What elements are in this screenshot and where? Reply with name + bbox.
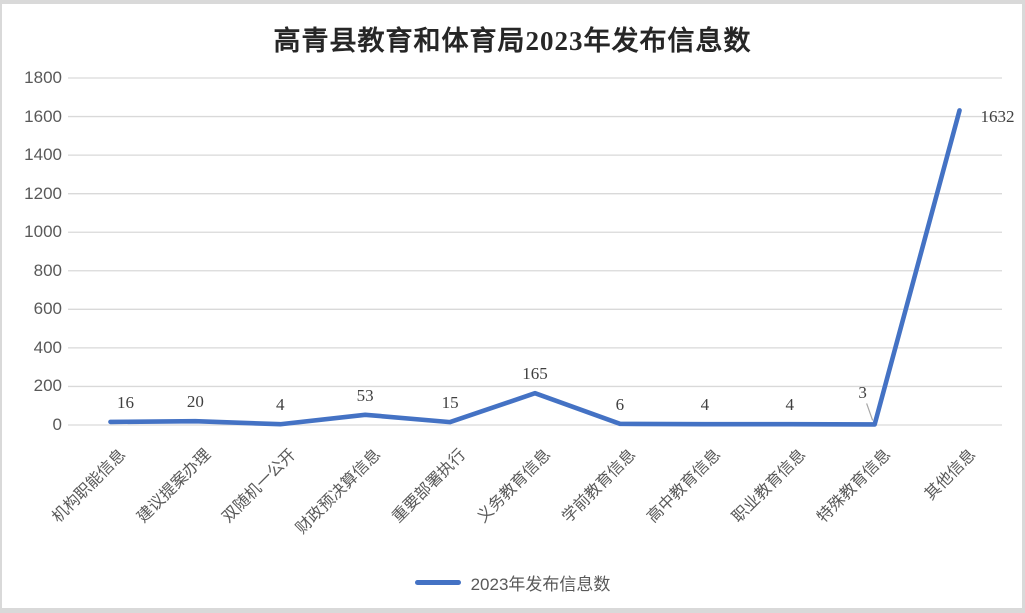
y-axis-tick-label: 400 <box>33 337 62 357</box>
legend-line-marker <box>414 579 461 585</box>
y-axis-tick-label: 1200 <box>24 183 62 203</box>
y-axis-tick-label: 1600 <box>24 106 62 126</box>
data-point-label: 16 <box>116 392 134 412</box>
series-line <box>108 108 962 427</box>
data-point-label: 165 <box>522 364 548 384</box>
y-axis-tick-label: 600 <box>33 299 62 319</box>
legend: 2023年发布信息数 <box>0 567 1025 597</box>
y-axis-tick-label: 200 <box>33 376 62 396</box>
y-axis-tick-label: 0 <box>52 415 62 434</box>
legend-label: 2023年发布信息数 <box>470 574 611 594</box>
y-axis-tick-label: 1800 <box>24 68 62 87</box>
data-point-label: 4 <box>785 395 794 415</box>
data-point-label: 4 <box>276 395 285 415</box>
data-point-label: 6 <box>615 394 625 414</box>
y-axis-tick-label: 1000 <box>24 222 62 242</box>
data-label-leader-line <box>866 403 874 421</box>
data-point-label: 15 <box>441 393 459 413</box>
data-point-label: 1632 <box>980 107 1015 127</box>
data-point-label: 3 <box>858 383 867 403</box>
data-point-label: 4 <box>700 395 710 415</box>
data-point-label: 53 <box>356 385 374 405</box>
y-axis-tick-label: 1400 <box>24 145 62 165</box>
chart-title: 高青县教育和体育局2023年发布信息数 <box>273 26 752 56</box>
data-point-label: 20 <box>186 392 204 412</box>
y-axis-tick-label: 800 <box>33 260 62 280</box>
